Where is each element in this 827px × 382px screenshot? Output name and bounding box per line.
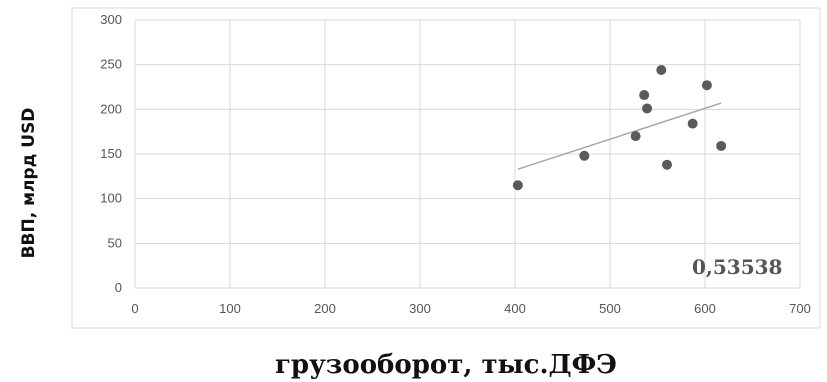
y-tick-label: 150 — [100, 146, 122, 161]
y-tick-label: 300 — [100, 12, 122, 27]
data-point — [662, 159, 672, 170]
data-point — [630, 131, 641, 142]
x-tick-label: 0 — [131, 301, 138, 316]
x-tick-label: 400 — [504, 301, 526, 316]
data-point — [716, 140, 727, 151]
data-point — [656, 65, 667, 76]
x-tick-label: 700 — [789, 301, 811, 316]
data-point — [642, 103, 653, 114]
r-squared-annotation: 0,53538 — [692, 255, 782, 279]
y-axis-label: ВВП, млрд USD — [19, 108, 39, 259]
data-point — [579, 150, 590, 161]
x-tick-label: 300 — [409, 301, 431, 316]
data-point — [639, 90, 650, 101]
x-tick-label: 600 — [694, 301, 716, 316]
chart-area-frame — [71, 7, 821, 329]
data-point — [687, 118, 698, 129]
y-tick-label: 200 — [100, 101, 122, 116]
y-tick-label: 0 — [115, 280, 122, 295]
x-tick-label: 500 — [599, 301, 621, 316]
x-tick-label: 200 — [314, 301, 336, 316]
y-tick-label: 100 — [100, 191, 122, 206]
data-point — [701, 80, 712, 91]
data-point — [512, 180, 523, 191]
x-tick-labels: 0 100 200 300 400 500 600 700 — [131, 301, 810, 316]
x-axis-label: грузооборот, тыс.ДФЭ — [275, 350, 617, 380]
gridlines — [134, 19, 801, 289]
x-tick-label: 100 — [219, 301, 241, 316]
y-tick-labels: 0 50 100 150 200 250 300 — [100, 12, 122, 295]
data-points — [512, 65, 727, 191]
y-tick-label: 50 — [108, 235, 122, 250]
y-tick-label: 250 — [100, 57, 122, 72]
trendline — [517, 102, 722, 170]
